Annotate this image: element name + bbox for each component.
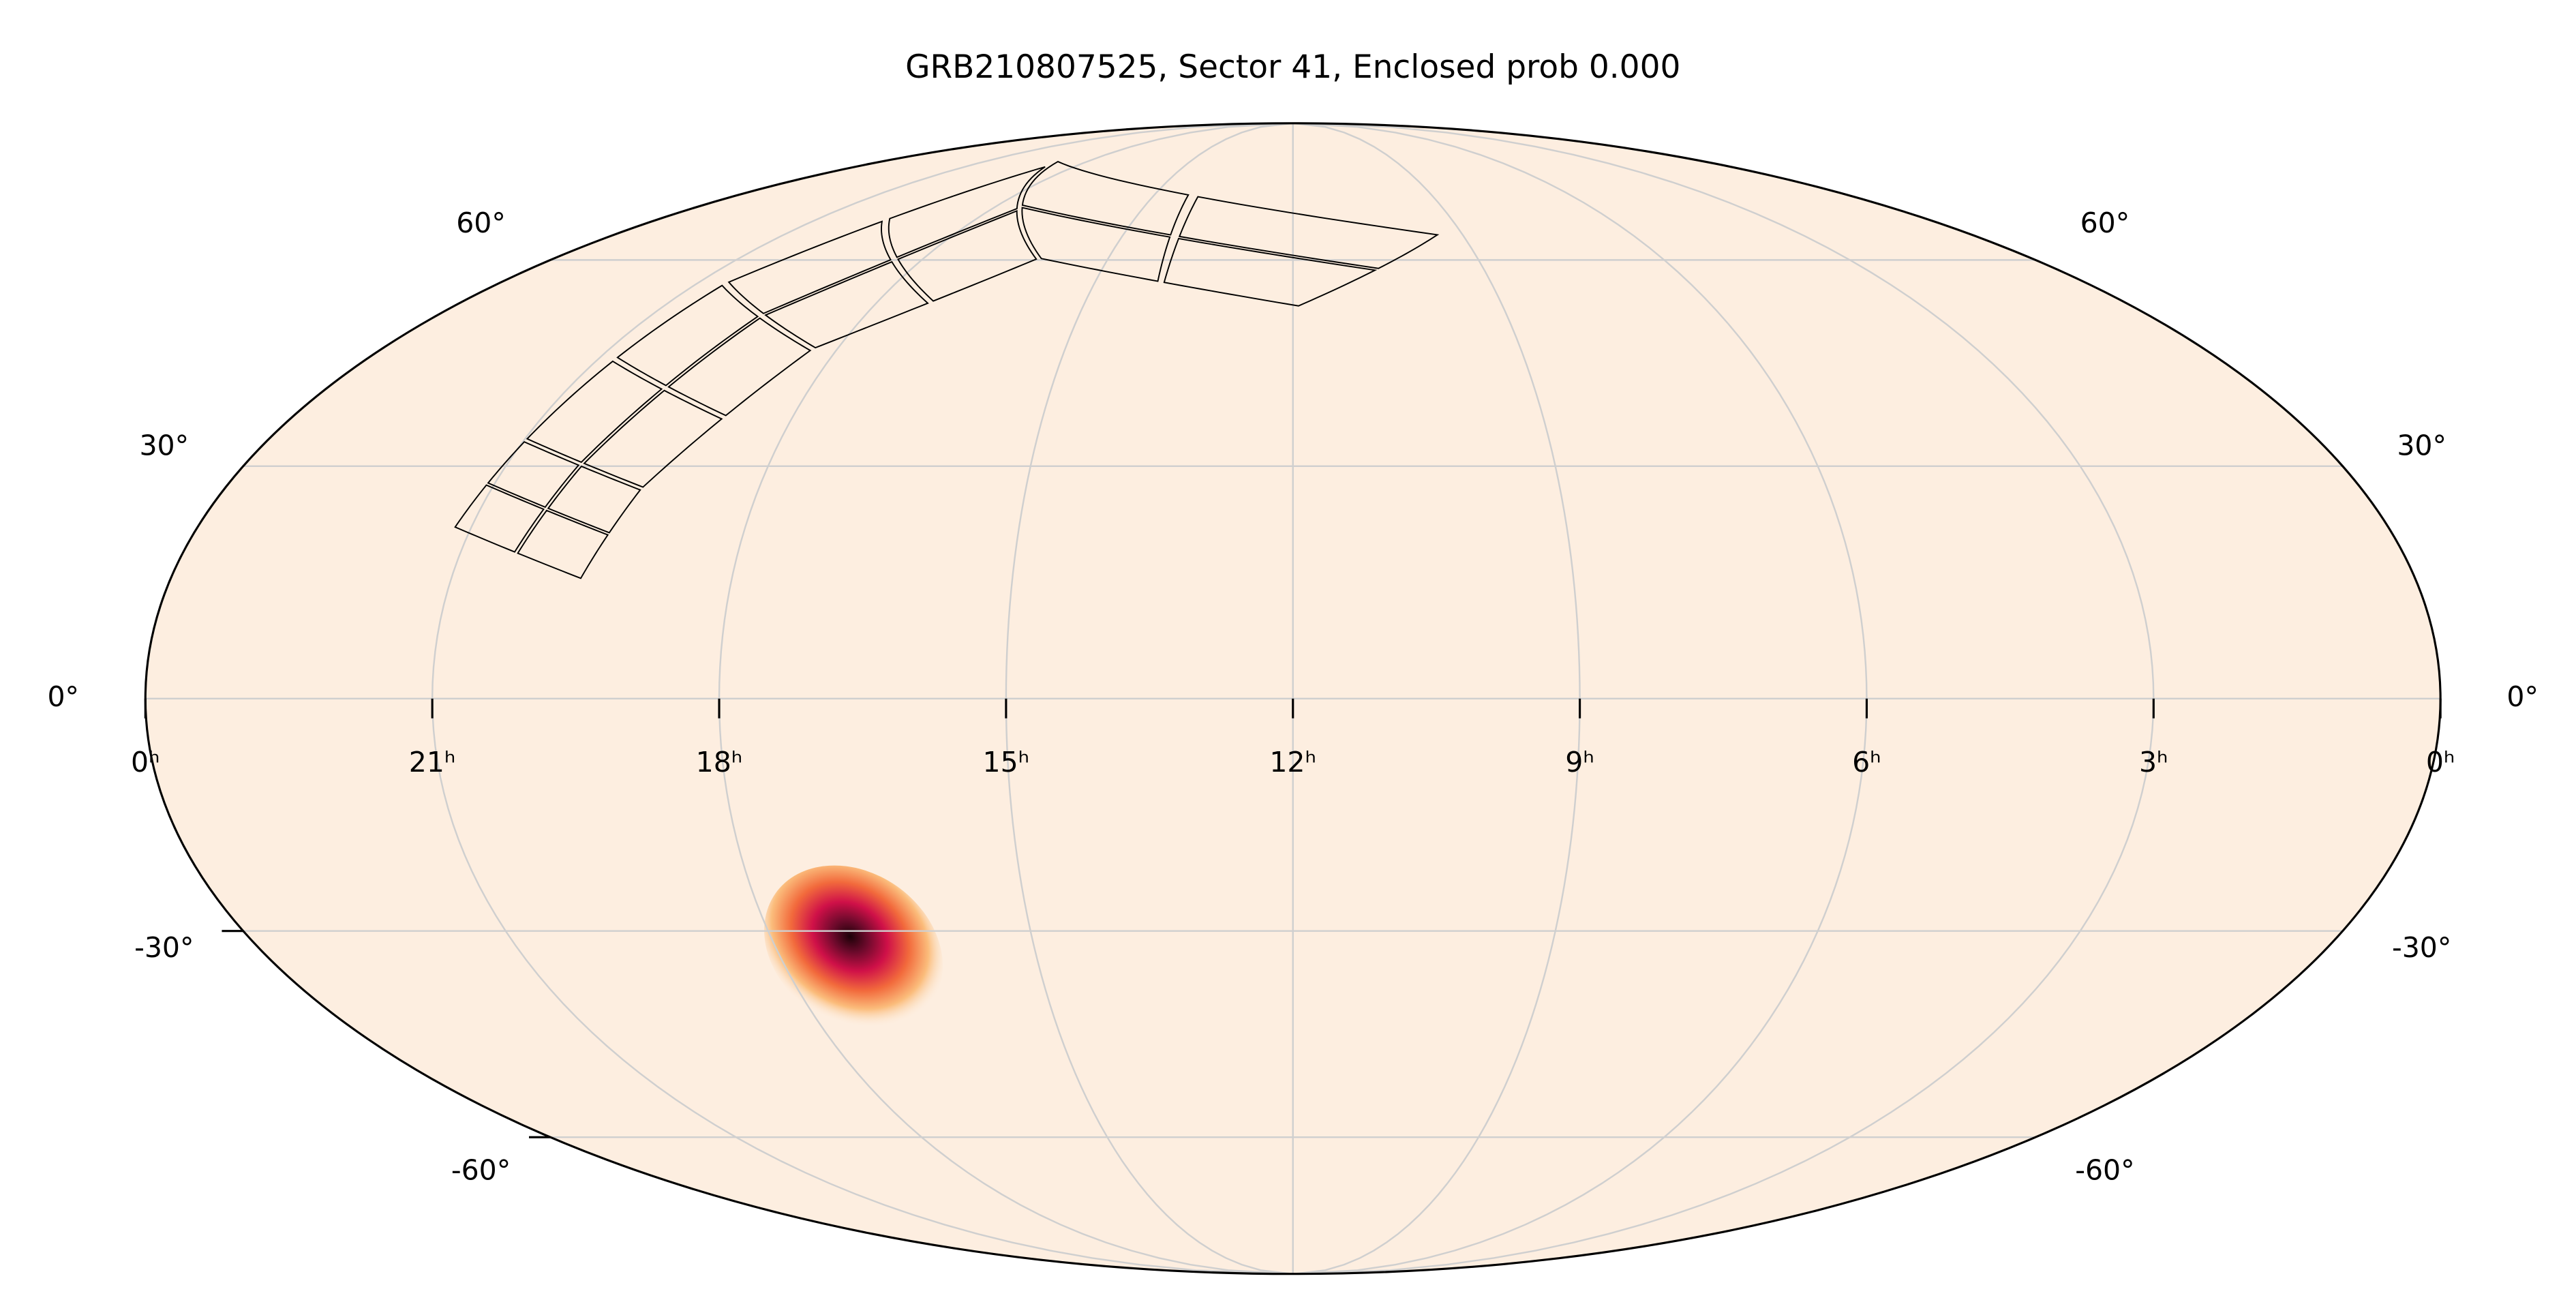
y-tick-label: -30°: [134, 931, 194, 964]
ccd-footprint: [454, 484, 545, 553]
ccd-footprint: [1163, 237, 1378, 307]
x-tick-label: 21ʰ: [409, 746, 456, 779]
ccd-footprint: [616, 284, 759, 387]
ccd-footprint: [1021, 207, 1171, 282]
ccd-footprint: [764, 260, 929, 349]
y-tick-label: 0°: [2506, 680, 2539, 713]
x-tick-label: 3ʰ: [2139, 746, 2168, 779]
ccd-footprint: [897, 209, 1037, 302]
ccd-footprint: [526, 360, 663, 464]
ccd-footprint: [583, 389, 723, 488]
ccd-footprint: [667, 317, 812, 417]
y-tick-label: -30°: [2392, 931, 2451, 964]
y-tick-label: -60°: [2075, 1154, 2134, 1187]
chart-title: GRB210807525, Sector 41, Enclosed prob 0…: [905, 48, 1680, 86]
y-tick-label: 30°: [2397, 429, 2446, 462]
y-tick-label: -60°: [451, 1154, 511, 1187]
x-tick-label: 18ʰ: [696, 746, 743, 779]
ccd-footprint: [727, 220, 892, 314]
ccd-footprint: [487, 440, 580, 509]
ccd-footprint: [1178, 196, 1440, 269]
ccd-footprint: [547, 465, 641, 534]
x-tick-label: 12ʰ: [1269, 746, 1316, 779]
ccd-footprint: [517, 509, 609, 579]
x-tick-label: 6ʰ: [1852, 746, 1881, 779]
x-tick-label: 0ʰ: [131, 746, 160, 779]
x-tick-label: 9ʰ: [1565, 746, 1594, 779]
localization: [764, 865, 943, 1031]
y-tick-label: 0°: [48, 680, 80, 713]
x-tick-label: 15ʰ: [983, 746, 1030, 779]
ccd-footprint: [1021, 160, 1189, 236]
x-tick-label: 0ʰ: [2426, 746, 2455, 779]
ccd-footprint: [888, 166, 1046, 258]
y-tick-label: 30°: [139, 429, 189, 462]
y-tick-label: 60°: [456, 207, 506, 239]
y-tick-label: 60°: [2080, 207, 2130, 239]
